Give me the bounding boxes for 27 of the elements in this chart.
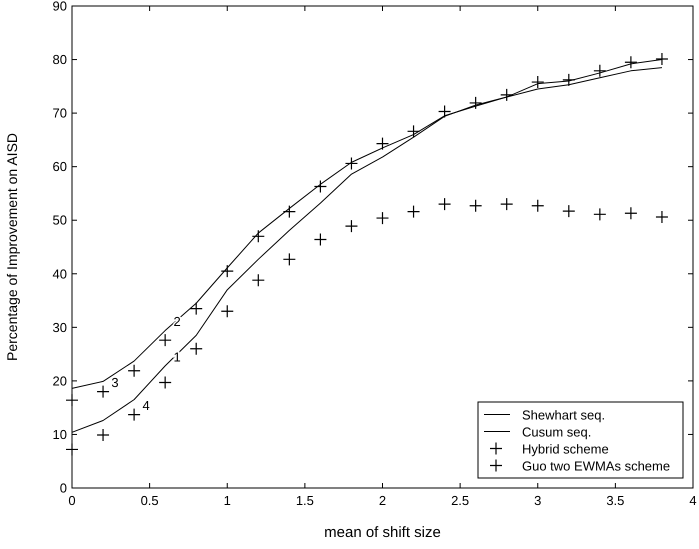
x-tick-label: 1.5 bbox=[296, 493, 314, 508]
legend-label: Hybrid scheme bbox=[522, 442, 609, 456]
annotation: 1 bbox=[174, 349, 181, 364]
y-tick-label: 90 bbox=[52, 0, 67, 14]
y-tick-label: 10 bbox=[52, 426, 67, 442]
annotation: 3 bbox=[111, 375, 119, 390]
y-tick-label: 70 bbox=[52, 106, 67, 121]
x-axis-title: mean of shift size bbox=[324, 524, 441, 541]
y-tick-label: 0 bbox=[60, 480, 67, 496]
y-tick-label: 60 bbox=[52, 159, 67, 174]
x-tick-label: 2.5 bbox=[451, 493, 470, 508]
y-tick-label: 30 bbox=[52, 320, 67, 335]
x-tick-label: 2 bbox=[378, 493, 386, 508]
legend-label: Shewhart seq. bbox=[522, 408, 606, 422]
x-tick-label: 4 bbox=[689, 493, 697, 508]
y-tick-label: 50 bbox=[52, 212, 67, 228]
y-axis-title: Percentage of Improvement on AISD bbox=[4, 132, 20, 362]
x-tick-label: 3 bbox=[534, 493, 542, 508]
y-tick-label: 20 bbox=[52, 373, 67, 388]
annotation: 4 bbox=[142, 398, 150, 414]
x-tick-label: 3.5 bbox=[606, 493, 624, 508]
x-tick-label: 0.5 bbox=[140, 493, 159, 508]
y-tick-label: 40 bbox=[52, 266, 67, 282]
y-tick-label: 80 bbox=[52, 52, 67, 68]
legend-label: Guo two EWMAs scheme bbox=[522, 458, 670, 474]
legend-label: Cusum seq. bbox=[522, 424, 592, 440]
x-tick-label: 1 bbox=[224, 493, 231, 508]
